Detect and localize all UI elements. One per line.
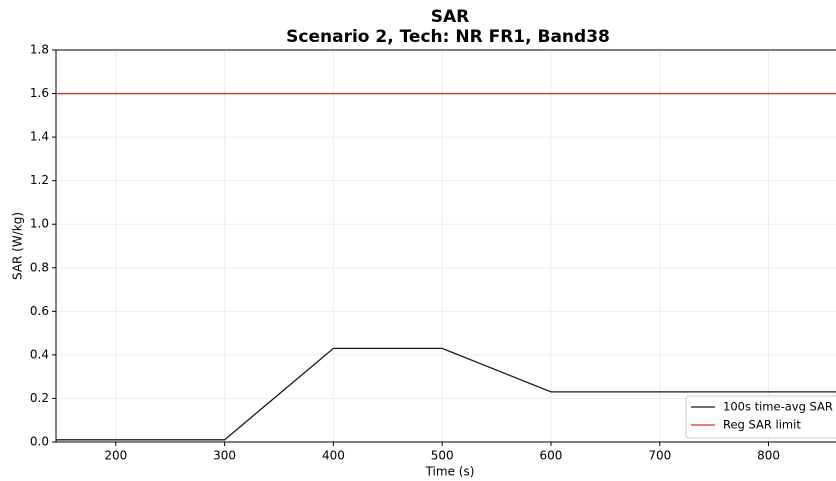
x-tick-label: 500 bbox=[431, 449, 454, 463]
x-tick-label: 600 bbox=[540, 449, 563, 463]
y-tick-label: 0.8 bbox=[30, 260, 49, 274]
y-tick-label: 0.4 bbox=[30, 347, 49, 361]
y-tick-label: 0.2 bbox=[30, 391, 49, 405]
y-tick-label: 1.8 bbox=[30, 43, 49, 57]
y-tick-label: 1.2 bbox=[30, 173, 49, 187]
y-tick-label: 0.0 bbox=[30, 435, 49, 449]
y-tick-label: 0.6 bbox=[30, 304, 49, 318]
x-tick-label: 400 bbox=[322, 449, 345, 463]
x-axis-label: Time (s) bbox=[425, 465, 475, 479]
chart-title: SAR bbox=[431, 7, 470, 27]
y-tick-label: 1.4 bbox=[30, 130, 49, 144]
chart-subtitle: Scenario 2, Tech: NR FR1, Band38 bbox=[286, 27, 610, 47]
legend-label: 100s time-avg SAR bbox=[723, 400, 833, 414]
legend-label: Reg SAR limit bbox=[723, 418, 801, 432]
y-tick-label: 1.6 bbox=[30, 86, 49, 100]
x-tick-label: 200 bbox=[104, 449, 127, 463]
x-tick-label: 800 bbox=[757, 449, 780, 463]
line-series bbox=[56, 347, 836, 441]
y-tick-label: 1.0 bbox=[30, 217, 49, 231]
x-tick-label: 300 bbox=[213, 449, 236, 463]
axis-spine bbox=[55, 49, 836, 443]
legend-box bbox=[685, 395, 836, 439]
legend: 100s time-avg SAR Reg SAR limit bbox=[685, 395, 836, 439]
y-axis-label: SAR (W/kg) bbox=[11, 212, 25, 280]
x-tick-label: 700 bbox=[648, 449, 671, 463]
